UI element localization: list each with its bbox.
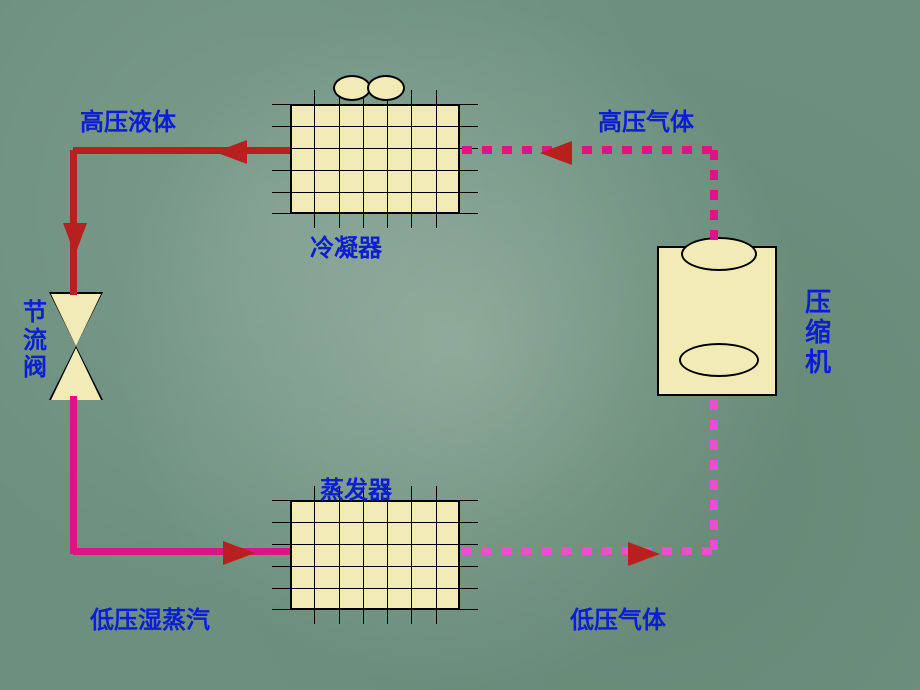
expansion-valve-component (49, 292, 103, 400)
label-hp-gas: 高压气体 (598, 102, 694, 137)
label-expansion-valve: 节流阀 (23, 300, 47, 383)
label-compressor: 压缩机 (805, 288, 831, 378)
refrigeration-cycle-diagram: 高压液体 高压气体 冷凝器 蒸发器 低压湿蒸汽 低压气体 节流阀 压缩机 (0, 0, 920, 690)
label-condenser: 冷凝器 (310, 228, 382, 263)
evaporator-grid (272, 486, 478, 624)
label-lp-wetvapor: 低压湿蒸汽 (90, 600, 210, 635)
condenser-grid (272, 90, 478, 228)
label-evaporator: 蒸发器 (320, 470, 392, 505)
label-hp-liquid: 高压液体 (80, 102, 176, 137)
label-lp-gas: 低压气体 (570, 600, 666, 635)
